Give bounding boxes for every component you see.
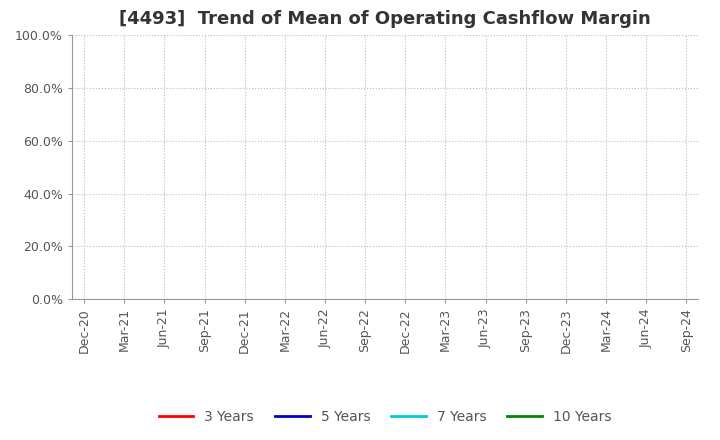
- Title: [4493]  Trend of Mean of Operating Cashflow Margin: [4493] Trend of Mean of Operating Cashfl…: [120, 10, 651, 28]
- Legend: 3 Years, 5 Years, 7 Years, 10 Years: 3 Years, 5 Years, 7 Years, 10 Years: [153, 404, 617, 429]
